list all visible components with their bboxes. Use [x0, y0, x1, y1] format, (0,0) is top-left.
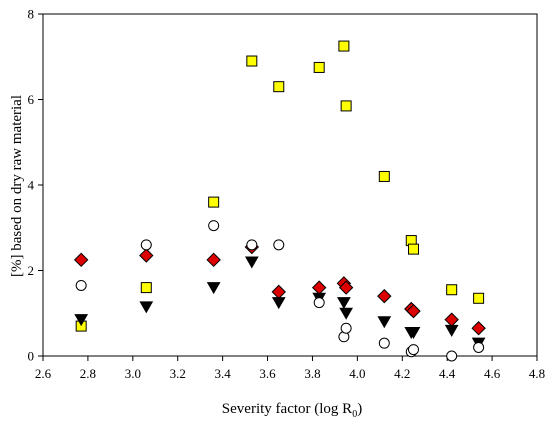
y-tick-label: 4	[28, 178, 35, 193]
x-tick-label: 4.2	[394, 366, 410, 381]
x-axis-title-main: Severity factor (log R	[222, 401, 352, 417]
x-tick-label: 3.0	[125, 366, 141, 381]
data-point-square	[208, 196, 220, 208]
data-point-circle	[208, 220, 220, 232]
data-point-diamond	[444, 312, 459, 327]
data-point-triangle	[244, 256, 259, 269]
x-tick-label: 3.4	[215, 366, 232, 381]
series-square	[75, 40, 485, 332]
data-point-triangle	[337, 297, 351, 310]
x-tick-label: 4.8	[529, 366, 545, 381]
data-point-square	[340, 100, 352, 112]
x-tick-label: 4.6	[484, 366, 501, 381]
data-point-triangle	[377, 316, 392, 329]
x-axis-title-subscript: 0	[352, 409, 357, 420]
x-axis-title-suffix: )	[357, 401, 362, 417]
data-point-diamond	[377, 288, 392, 304]
data-point-triangle	[139, 301, 154, 314]
data-point-triangle	[406, 326, 421, 339]
series-diamond	[73, 239, 486, 336]
data-point-triangle	[74, 314, 89, 327]
data-point-circle	[246, 239, 258, 251]
x-tick-label: 2.8	[80, 366, 96, 381]
y-tick-label: 2	[28, 263, 35, 278]
data-markers	[73, 40, 486, 362]
x-tick-label: 4.0	[349, 366, 365, 381]
x-axis-title: Severity factor (log R0)	[222, 401, 362, 420]
data-point-square	[140, 282, 152, 294]
data-point-diamond	[311, 280, 327, 295]
x-tick-label: 2.6	[35, 366, 52, 381]
series-triangle-down	[74, 256, 486, 350]
data-point-square	[246, 55, 258, 67]
data-point-square	[473, 292, 485, 304]
x-tick-label: 4.4	[439, 366, 456, 381]
data-point-diamond	[406, 303, 421, 319]
data-point-triangle	[339, 307, 353, 320]
plot-frame	[42, 13, 538, 357]
data-point-diamond	[206, 252, 221, 268]
data-point-circle	[340, 322, 352, 334]
data-point-circle	[75, 279, 87, 291]
data-point-diamond	[471, 321, 486, 336]
data-point-square	[313, 61, 325, 73]
data-point-square	[408, 243, 419, 255]
data-point-diamond	[73, 252, 89, 268]
data-point-diamond	[338, 280, 354, 295]
data-point-circle	[378, 337, 390, 349]
data-point-circle	[140, 239, 152, 251]
y-axis-title: [%] based on dry raw material	[9, 95, 25, 277]
x-axis-ticks: 2.6 2.8 3.0 3.2 3.4 3.6 3.8 4.0 4.2 4.4 4.6 4.8	[35, 356, 545, 381]
data-point-square	[338, 40, 350, 52]
y-tick-label: 6	[28, 92, 35, 107]
y-axis-ticks: 0 2 4 6 8	[28, 7, 43, 364]
data-point-circle	[408, 344, 419, 356]
data-point-square	[273, 81, 285, 93]
x-tick-label: 3.8	[304, 366, 320, 381]
y-tick-label: 8	[28, 7, 35, 22]
data-point-diamond	[139, 248, 154, 263]
x-tick-label: 3.2	[170, 366, 186, 381]
data-point-circle	[273, 239, 285, 251]
y-tick-label: 0	[28, 349, 35, 364]
data-point-square	[378, 170, 390, 182]
data-point-diamond	[271, 284, 286, 300]
data-point-triangle	[271, 297, 286, 310]
x-tick-label: 3.6	[259, 366, 276, 381]
data-point-circle	[473, 341, 485, 353]
data-point-circle	[313, 297, 325, 309]
series-circle-open	[75, 220, 485, 362]
data-point-square	[446, 284, 458, 296]
plot-border	[42, 13, 538, 357]
data-point-circle	[446, 350, 458, 362]
data-point-triangle	[444, 324, 459, 337]
data-point-triangle	[206, 282, 221, 295]
